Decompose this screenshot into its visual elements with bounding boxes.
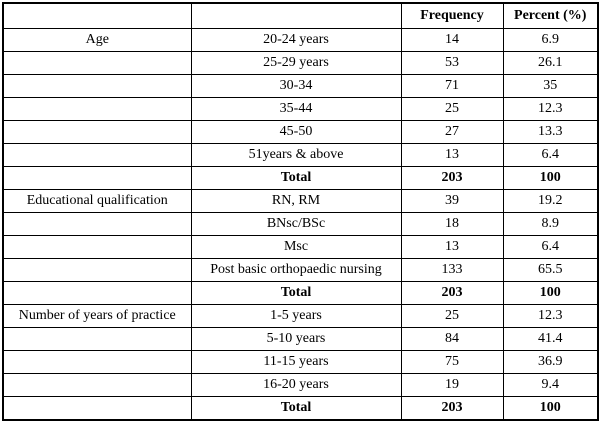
header-category bbox=[2, 2, 192, 29]
group-cell: 51years & above bbox=[190, 143, 402, 167]
frequency-cell: 25 bbox=[400, 304, 504, 328]
category-cell bbox=[2, 350, 192, 374]
percent-cell: 12.3 bbox=[502, 97, 599, 121]
group-cell: Post basic orthopaedic nursing bbox=[190, 258, 402, 282]
frequency-cell: 14 bbox=[400, 28, 504, 52]
group-cell: Total bbox=[190, 166, 402, 190]
percent-cell: 41.4 bbox=[502, 327, 599, 351]
table-row: 45-50 27 13.3 bbox=[2, 120, 599, 144]
category-cell: Educational qualification bbox=[2, 189, 192, 213]
group-cell: 1-5 years bbox=[190, 304, 402, 328]
percent-cell: 12.3 bbox=[502, 304, 599, 328]
group-cell: RN, RM bbox=[190, 189, 402, 213]
frequency-cell: 203 bbox=[400, 396, 504, 421]
table-row: 35-44 25 12.3 bbox=[2, 97, 599, 121]
category-cell bbox=[2, 120, 192, 144]
group-cell: 20-24 years bbox=[190, 28, 402, 52]
frequency-cell: 75 bbox=[400, 350, 504, 374]
table-row: 25-29 years 53 26.1 bbox=[2, 51, 599, 75]
category-cell bbox=[2, 143, 192, 167]
frequency-cell: 19 bbox=[400, 373, 504, 397]
demographics-table-wrapper: Frequency Percent (%) Age 20-24 years 14 6.… bbox=[2, 2, 599, 421]
table-row: 51years & above 13 6.4 bbox=[2, 143, 599, 167]
category-cell: Number of years of practice bbox=[2, 304, 192, 328]
group-cell: 30-34 bbox=[190, 74, 402, 98]
category-cell bbox=[2, 281, 192, 305]
percent-cell: 100 bbox=[502, 166, 599, 190]
table-row: Age 20-24 years 14 6.9 bbox=[2, 28, 599, 52]
percent-cell: 6.4 bbox=[502, 143, 599, 167]
category-cell bbox=[2, 373, 192, 397]
percent-cell: 6.4 bbox=[502, 235, 599, 259]
table-row: Total 203 100 bbox=[2, 281, 599, 305]
percent-cell: 6.9 bbox=[502, 28, 599, 52]
table-row: Number of years of practice 1-5 years 25 12… bbox=[2, 304, 599, 328]
header-group bbox=[190, 2, 402, 29]
percent-cell: 26.1 bbox=[502, 51, 599, 75]
frequency-cell: 27 bbox=[400, 120, 504, 144]
group-cell: 45-50 bbox=[190, 120, 402, 144]
frequency-cell: 25 bbox=[400, 97, 504, 121]
table-row: 11-15 years 75 36.9 bbox=[2, 350, 599, 374]
percent-cell: 65.5 bbox=[502, 258, 599, 282]
header-row: Frequency Percent (%) bbox=[2, 2, 599, 29]
table-row: Msc 13 6.4 bbox=[2, 235, 599, 259]
percent-cell: 100 bbox=[502, 281, 599, 305]
group-cell: Msc bbox=[190, 235, 402, 259]
category-cell: Age bbox=[2, 28, 192, 52]
percent-cell: 13.3 bbox=[502, 120, 599, 144]
table-row: Total 203 100 bbox=[2, 396, 599, 421]
table-row: Educational qualification RN, RM 39 19.2 bbox=[2, 189, 599, 213]
category-cell bbox=[2, 97, 192, 121]
category-cell bbox=[2, 74, 192, 98]
frequency-cell: 53 bbox=[400, 51, 504, 75]
frequency-cell: 133 bbox=[400, 258, 504, 282]
group-cell: 35-44 bbox=[190, 97, 402, 121]
percent-cell: 19.2 bbox=[502, 189, 599, 213]
group-cell: 25-29 years bbox=[190, 51, 402, 75]
header-percent: Percent (%) bbox=[502, 2, 599, 29]
frequency-cell: 13 bbox=[400, 143, 504, 167]
percent-cell: 100 bbox=[502, 396, 599, 421]
frequency-cell: 13 bbox=[400, 235, 504, 259]
header-frequency: Frequency bbox=[400, 2, 504, 29]
table-body: Age 20-24 years 14 6.9 25-29 years 53 26.1 30-3… bbox=[2, 28, 599, 421]
category-cell bbox=[2, 258, 192, 282]
frequency-cell: 39 bbox=[400, 189, 504, 213]
frequency-cell: 84 bbox=[400, 327, 504, 351]
category-cell bbox=[2, 327, 192, 351]
category-cell bbox=[2, 212, 192, 236]
table-row: Post basic orthopaedic nursing 133 65.5 bbox=[2, 258, 599, 282]
table-row: BNsc/BSc 18 8.9 bbox=[2, 212, 599, 236]
category-cell bbox=[2, 396, 192, 421]
demographics-table: Frequency Percent (%) Age 20-24 years 14 6.… bbox=[2, 2, 599, 421]
table-row: 16-20 years 19 9.4 bbox=[2, 373, 599, 397]
category-cell bbox=[2, 166, 192, 190]
frequency-cell: 203 bbox=[400, 281, 504, 305]
group-cell: Total bbox=[190, 396, 402, 421]
percent-cell: 8.9 bbox=[502, 212, 599, 236]
group-cell: 16-20 years bbox=[190, 373, 402, 397]
category-cell bbox=[2, 51, 192, 75]
table-row: 5-10 years 84 41.4 bbox=[2, 327, 599, 351]
group-cell: 11-15 years bbox=[190, 350, 402, 374]
percent-cell: 35 bbox=[502, 74, 599, 98]
group-cell: BNsc/BSc bbox=[190, 212, 402, 236]
category-cell bbox=[2, 235, 192, 259]
group-cell: 5-10 years bbox=[190, 327, 402, 351]
group-cell: Total bbox=[190, 281, 402, 305]
frequency-cell: 203 bbox=[400, 166, 504, 190]
frequency-cell: 71 bbox=[400, 74, 504, 98]
frequency-cell: 18 bbox=[400, 212, 504, 236]
table-row: Total 203 100 bbox=[2, 166, 599, 190]
percent-cell: 36.9 bbox=[502, 350, 599, 374]
percent-cell: 9.4 bbox=[502, 373, 599, 397]
table-row: 30-34 71 35 bbox=[2, 74, 599, 98]
